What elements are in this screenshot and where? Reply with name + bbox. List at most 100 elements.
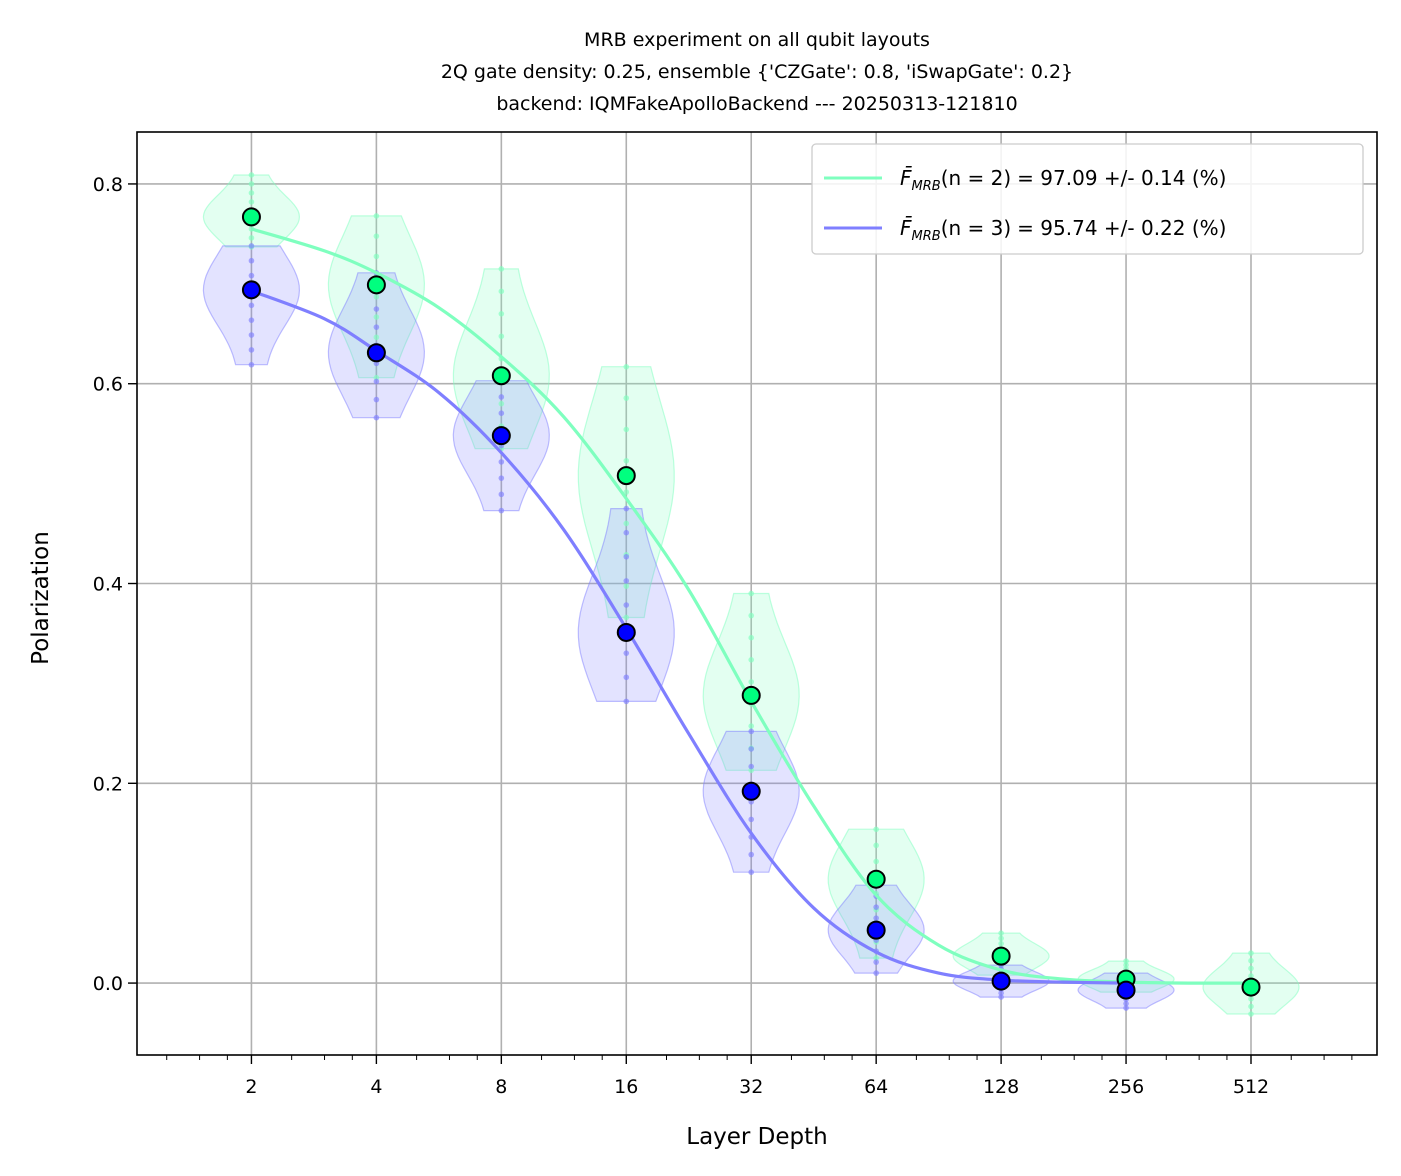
x-tick-label: 2 xyxy=(245,1076,257,1098)
sample-point-n=2 xyxy=(1248,957,1254,964)
mean-markers xyxy=(241,207,1261,1000)
sample-point-n=2 xyxy=(248,235,255,241)
sample-point-n=2 xyxy=(873,858,879,865)
mean-marker-n=2 xyxy=(1241,977,1261,997)
sample-point-n=2 xyxy=(1248,950,1254,956)
sample-point-n=3 xyxy=(248,243,255,249)
mean-marker-n=3 xyxy=(1116,980,1136,1000)
sample-point-n=2 xyxy=(498,333,505,340)
sample-point-n=2 xyxy=(748,612,755,619)
sample-point-n=3 xyxy=(498,410,505,416)
title-line-1: MRB experiment on all qubit layouts xyxy=(584,29,930,51)
sample-point-n=3 xyxy=(373,378,380,385)
y-tick-label: 0.2 xyxy=(93,773,123,795)
sample-point-n=2 xyxy=(1248,1003,1254,1010)
legend-value-n3: = 95.74 +/- 0.22 (%) xyxy=(1017,216,1226,240)
sample-point-n=2 xyxy=(873,955,879,961)
sample-point-n=3 xyxy=(998,990,1004,996)
sample-point-n=2 xyxy=(248,172,255,178)
sample-point-n=2 xyxy=(748,679,755,685)
sample-point-n=3 xyxy=(498,475,505,481)
title-line-2: 2Q gate density: 0.25, ensemble {'CZGate… xyxy=(441,61,1073,83)
sample-point-n=2 xyxy=(748,723,755,729)
legend-value-n2: = 97.09 +/- 0.14 (%) xyxy=(1017,166,1226,190)
legend-arg-n3: (n = 3) xyxy=(941,216,1011,240)
sample-point-n=3 xyxy=(748,816,755,823)
plot-frame xyxy=(136,131,1378,1056)
x-axis-ticks: 2 4 8 16 32 64 128 256 512 xyxy=(166,1055,1353,1098)
sample-point-n=2 xyxy=(1248,1011,1254,1017)
legend-arg-n2: (n = 2) xyxy=(941,166,1011,190)
sample-point-n=3 xyxy=(373,324,380,330)
sample-point-n=2 xyxy=(248,181,255,187)
sample-point-n=2 xyxy=(498,311,505,317)
y-tick-label: 0.4 xyxy=(93,574,123,596)
sample-point-n=2 xyxy=(623,457,630,464)
title-line-3: backend: IQMFakeApolloBackend --- 202503… xyxy=(496,93,1017,115)
sample-point-n=3 xyxy=(873,970,879,976)
mean-marker-n=2 xyxy=(741,685,761,705)
sample-point-n=2 xyxy=(748,634,755,641)
sample-point-n=3 xyxy=(248,317,255,323)
sample-point-n=3 xyxy=(1123,1000,1129,1007)
mean-marker-n=3 xyxy=(241,280,261,300)
legend-entry-n2: F̄MRB(n = 2) = 97.09 +/- 0.14 (%) xyxy=(900,165,1226,194)
mean-marker-n=3 xyxy=(616,622,636,642)
sample-point-n=3 xyxy=(248,257,255,264)
sample-point-n=3 xyxy=(248,361,255,368)
sample-point-n=3 xyxy=(498,507,505,514)
x-tick-label: 64 xyxy=(864,1076,888,1098)
sample-point-n=3 xyxy=(623,505,630,512)
x-tick-label: 32 xyxy=(739,1076,763,1098)
sample-point-n=3 xyxy=(623,578,630,584)
sample-point-n=3 xyxy=(748,869,755,875)
sample-point-n=2 xyxy=(623,363,630,370)
mean-marker-n=2 xyxy=(616,466,636,486)
fit-curve-n=3 xyxy=(250,289,1127,985)
sample-point-n=2 xyxy=(498,288,505,295)
mean-marker-n=2 xyxy=(991,946,1011,966)
legend-entry-n3: F̄MRB(n = 3) = 95.74 +/- 0.22 (%) xyxy=(900,215,1226,244)
sample-point-n=3 xyxy=(248,347,255,353)
sample-point-n=2 xyxy=(998,930,1004,936)
sample-point-n=2 xyxy=(1248,996,1254,1002)
sample-point-n=2 xyxy=(373,253,380,260)
sample-point-n=2 xyxy=(373,294,380,300)
legend-sub-n3: MRB xyxy=(912,229,941,244)
sample-point-n=2 xyxy=(623,520,630,527)
y-tick-label: 0.6 xyxy=(93,374,123,396)
sample-point-n=2 xyxy=(373,334,380,341)
sample-point-n=3 xyxy=(998,994,1004,1000)
sample-point-n=3 xyxy=(373,414,380,421)
sample-point-n=2 xyxy=(1248,965,1254,972)
x-tick-label: 4 xyxy=(370,1076,382,1098)
sample-point-n=2 xyxy=(748,590,755,597)
sample-point-n=2 xyxy=(498,266,505,272)
sample-point-n=3 xyxy=(498,394,505,400)
sample-point-n=2 xyxy=(623,395,630,401)
sample-point-n=2 xyxy=(873,842,879,849)
y-tick-label: 0.8 xyxy=(93,174,123,196)
sample-point-n=3 xyxy=(873,959,879,965)
x-axis-label: Layer Depth xyxy=(686,1124,828,1150)
legend-box xyxy=(811,143,1364,255)
sample-point-n=2 xyxy=(623,489,630,495)
sample-point-n=2 xyxy=(748,657,755,663)
chart-title: MRB experiment on all qubit layouts 2Q g… xyxy=(441,29,1073,115)
y-axis-ticks: 0.0 0.2 0.4 0.6 0.8 xyxy=(93,174,137,995)
mean-marker-n=3 xyxy=(991,971,1011,991)
sample-point-n=3 xyxy=(373,306,380,312)
sample-point-n=2 xyxy=(998,935,1004,942)
mean-marker-n=3 xyxy=(366,343,386,363)
sample-point-n=3 xyxy=(1123,1005,1129,1011)
sample-point-n=2 xyxy=(1123,962,1129,968)
y-axis-label: Polarization xyxy=(28,531,54,665)
sample-point-n=2 xyxy=(998,940,1004,947)
sample-point-n=3 xyxy=(623,674,630,681)
sample-point-n=2 xyxy=(373,233,380,239)
sample-point-n=2 xyxy=(873,826,879,833)
sample-point-n=2 xyxy=(1248,973,1254,979)
sample-point-n=3 xyxy=(623,529,630,536)
mean-marker-n=3 xyxy=(741,781,761,801)
